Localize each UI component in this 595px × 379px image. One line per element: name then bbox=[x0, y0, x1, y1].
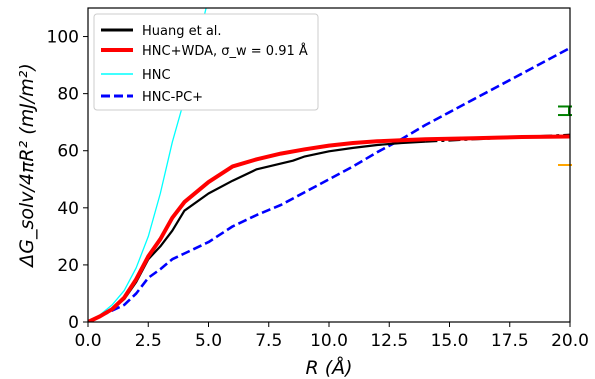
legend-box bbox=[93, 13, 319, 111]
legend-label-hnc-pc: HNC-PC+ bbox=[142, 90, 203, 105]
y-tick-label: 100 bbox=[47, 28, 79, 48]
y-axis-label: ΔG_solv/4πR² (mJ/m²) bbox=[16, 63, 38, 269]
series-line-2 bbox=[88, 134, 570, 322]
legend-label-hnc: HNC bbox=[142, 68, 171, 83]
series-line-4 bbox=[88, 46, 570, 322]
x-tick-label: 10.0 bbox=[310, 331, 348, 351]
x-tick-label: 5.0 bbox=[195, 331, 222, 351]
x-axis-label: R (Å) bbox=[305, 356, 352, 379]
x-tick-label: 0.0 bbox=[74, 331, 101, 351]
plot-area bbox=[88, 8, 570, 322]
y-tick-label: 20 bbox=[57, 256, 79, 276]
y-tick-label: 80 bbox=[57, 85, 79, 105]
x-tick-label: 2.5 bbox=[135, 331, 162, 351]
x-tick-label: 7.5 bbox=[255, 331, 282, 351]
y-tick-label: 0 bbox=[68, 313, 79, 333]
y-tick-label: 40 bbox=[57, 199, 79, 219]
plot-frame bbox=[87, 7, 571, 323]
x-tick-label: 12.5 bbox=[370, 331, 408, 351]
x-tick-label: 20.0 bbox=[551, 331, 589, 351]
series-line-0 bbox=[88, 140, 426, 322]
x-tick-label: 17.5 bbox=[491, 331, 529, 351]
axis-ticks: 0.0 2.5 5.0 7.5 10.0 12.5 15.0 17.5 20.0 0 20 40 60 8… bbox=[47, 28, 589, 351]
y-tick-label: 60 bbox=[57, 142, 79, 162]
x-tick-label: 15.0 bbox=[431, 331, 469, 351]
legend-label-huang: Huang et al. bbox=[142, 24, 222, 39]
legend-label-hnc-wda: HNC+WDA, σ_w = 0.91 Å bbox=[142, 43, 308, 59]
legend: Huang et al. HNC+WDA, σ_w = 0.91 Å HNC H… bbox=[93, 13, 319, 111]
